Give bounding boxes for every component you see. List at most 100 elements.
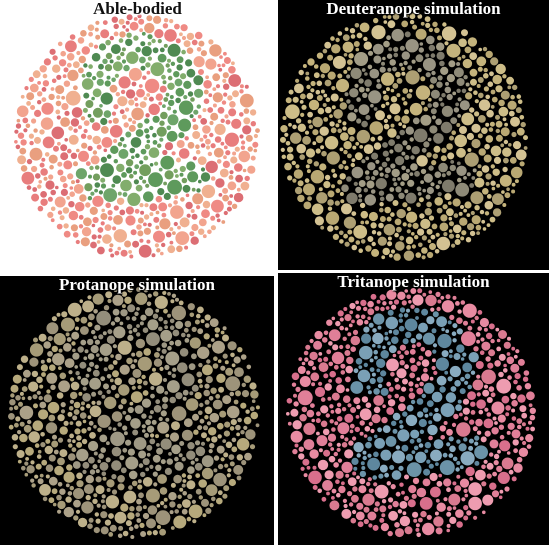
ground-dot	[57, 41, 63, 47]
ground-dot	[113, 215, 123, 225]
figure-dot	[99, 343, 113, 356]
ground-dot	[162, 23, 169, 29]
figure-dot	[355, 358, 363, 365]
figure-dot	[366, 385, 371, 390]
ground-dot	[134, 208, 140, 214]
ground-dot	[455, 509, 464, 518]
ground-dot	[492, 168, 500, 176]
figure-dot	[110, 321, 116, 326]
ground-dot	[51, 440, 59, 448]
figure-dot	[405, 39, 419, 53]
ground-dot	[42, 80, 50, 87]
ground-dot	[45, 438, 51, 444]
figure-dot	[150, 393, 155, 399]
ground-dot	[284, 162, 292, 171]
figure-dot	[80, 339, 87, 346]
figure-dot	[351, 457, 359, 465]
figure-dot	[178, 100, 194, 115]
ground-dot	[122, 25, 126, 29]
ground-dot	[492, 208, 502, 217]
ground-dot	[403, 101, 408, 106]
figure-dot	[147, 41, 152, 46]
ground-dot	[337, 128, 342, 134]
ground-dot	[39, 484, 51, 496]
ground-dot	[297, 123, 306, 132]
ground-dot	[230, 419, 237, 426]
ground-dot	[68, 370, 73, 375]
ground-dot	[472, 426, 478, 432]
ground-dot	[143, 380, 148, 386]
ground-dot	[339, 173, 346, 180]
figure-dot	[125, 131, 132, 138]
figure-dot	[98, 63, 104, 70]
ground-dot	[385, 101, 390, 106]
ground-dot	[351, 319, 355, 324]
ground-dot	[474, 315, 479, 321]
ground-dot	[316, 431, 320, 436]
ground-dot	[524, 383, 532, 390]
ground-dot	[485, 356, 491, 362]
ground-dot	[73, 488, 84, 499]
ground-dot	[397, 291, 406, 300]
figure-dot	[84, 349, 89, 354]
ground-dot	[426, 514, 432, 520]
ground-dot	[68, 453, 76, 461]
figure-dot	[393, 52, 399, 58]
ground-dot	[204, 415, 209, 420]
figure-dot	[140, 41, 146, 47]
ground-dot	[244, 175, 250, 182]
ground-dot	[410, 364, 418, 372]
ground-dot	[115, 92, 121, 97]
figure-dot	[163, 43, 168, 48]
ground-dot	[308, 124, 314, 129]
ground-dot	[144, 78, 160, 94]
ground-dot	[506, 356, 515, 365]
figure-dot	[358, 86, 365, 93]
ground-dot	[136, 224, 142, 230]
figure-dot	[151, 38, 156, 44]
ground-dot	[153, 482, 158, 487]
ground-dot	[113, 138, 118, 144]
figure-dot	[348, 104, 355, 111]
figure-dot	[460, 451, 475, 466]
ground-dot	[132, 120, 137, 125]
ground-dot	[297, 194, 305, 203]
figure-dot	[200, 167, 206, 172]
ground-dot	[381, 416, 388, 424]
ground-dot	[322, 48, 328, 54]
ground-dot	[131, 107, 144, 121]
ground-dot	[48, 476, 58, 486]
figure-dot	[160, 459, 166, 465]
ground-dot	[104, 224, 112, 232]
figure-dot	[146, 444, 153, 451]
ground-dot	[29, 83, 39, 93]
ground-dot	[446, 43, 461, 58]
ground-dot	[206, 359, 211, 364]
figure-dot	[88, 440, 99, 452]
ground-dot	[438, 473, 442, 478]
ground-dot	[500, 143, 505, 148]
ground-dot	[507, 100, 517, 110]
ground-dot	[37, 91, 43, 97]
tritanope-panel: Tritanope simulation	[278, 273, 549, 545]
ground-dot	[90, 241, 97, 249]
figure-dot	[193, 75, 204, 86]
ground-dot	[476, 231, 480, 236]
ground-dot	[233, 356, 241, 364]
figure-dot	[162, 396, 169, 403]
figure-dot	[355, 186, 362, 194]
ground-dot	[364, 426, 371, 432]
ground-dot	[481, 464, 486, 470]
ground-dot	[304, 357, 309, 362]
ground-dot	[203, 98, 210, 104]
ground-dot	[370, 428, 375, 434]
figure-dot	[155, 464, 162, 471]
ground-dot	[81, 46, 91, 55]
figure-dot	[397, 429, 410, 442]
ground-dot	[380, 306, 385, 312]
ground-dot	[40, 117, 54, 130]
ground-dot	[344, 437, 349, 442]
ground-dot	[347, 127, 356, 135]
figure-dot	[358, 78, 364, 84]
ground-dot	[426, 228, 433, 235]
